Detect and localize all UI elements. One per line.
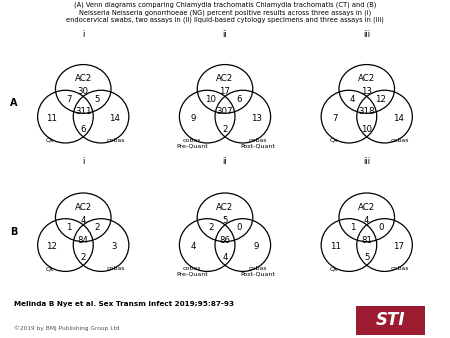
Text: AC2: AC2 [216,203,234,212]
Text: B: B [10,226,17,237]
Text: Qx: Qx [329,138,338,143]
Text: 10: 10 [205,95,216,103]
Text: STI: STI [376,311,405,329]
Text: 11: 11 [46,114,58,123]
Text: ii: ii [223,30,227,39]
Text: 0: 0 [378,223,384,232]
Text: 17: 17 [392,242,404,251]
Text: 4: 4 [364,216,369,224]
Text: 318: 318 [359,107,375,116]
Text: iii: iii [363,157,370,166]
Text: 13: 13 [251,114,262,123]
Text: i: i [82,157,85,166]
Text: 86: 86 [220,236,230,245]
Text: Qx: Qx [329,266,338,271]
Text: 7: 7 [333,114,338,123]
Text: AC2: AC2 [216,74,234,83]
Text: 5: 5 [222,216,228,224]
Text: ii: ii [223,157,227,166]
Text: AC2: AC2 [358,203,375,212]
Text: 14: 14 [392,114,404,123]
Text: 4: 4 [222,254,228,262]
Text: 30: 30 [78,87,89,96]
Text: Qx: Qx [46,266,55,271]
Text: 0: 0 [237,223,242,232]
Text: 307: 307 [217,107,233,116]
Text: 1: 1 [66,223,72,232]
Text: 9: 9 [191,114,196,123]
Text: A: A [10,98,18,108]
Text: 1: 1 [350,223,355,232]
Text: 2: 2 [95,223,100,232]
Text: 2: 2 [208,223,213,232]
Text: AC2: AC2 [75,74,92,83]
Text: AC2: AC2 [358,74,375,83]
Text: 4: 4 [81,216,86,224]
Text: 5: 5 [95,95,100,103]
Text: iii: iii [363,30,370,39]
Text: Qx: Qx [46,138,55,143]
Text: 2: 2 [222,125,228,134]
Text: 2: 2 [81,254,86,262]
Text: 6: 6 [237,95,242,103]
Text: cobas: cobas [107,266,125,271]
Text: 17: 17 [220,87,230,96]
Text: cobas
Pre-Quant: cobas Pre-Quant [176,266,208,277]
Text: 311: 311 [75,107,91,116]
Text: (A) Venn diagrams comparing Chlamydia trachomatis Chlamydia trachomatis (CT) and: (A) Venn diagrams comparing Chlamydia tr… [66,2,384,23]
Text: 10: 10 [361,125,372,134]
Text: 84: 84 [78,236,89,245]
Text: cobas: cobas [107,138,125,143]
Text: cobas
Post-Quant: cobas Post-Quant [240,138,275,148]
Text: cobas: cobas [390,138,409,143]
Text: 12: 12 [46,242,58,251]
Text: cobas
Post-Quant: cobas Post-Quant [240,266,275,277]
Text: 7: 7 [66,95,72,103]
Text: 12: 12 [375,95,387,103]
Text: 4: 4 [350,95,355,103]
Text: 5: 5 [364,254,369,262]
Text: ©2019 by BMJ Publishing Group Ltd: ©2019 by BMJ Publishing Group Ltd [14,325,119,331]
Text: i: i [82,30,85,39]
Text: 11: 11 [330,242,341,251]
Text: AC2: AC2 [75,203,92,212]
Text: 6: 6 [81,125,86,134]
Text: 14: 14 [109,114,120,123]
Text: cobas: cobas [390,266,409,271]
Text: cobas
Pre-Quant: cobas Pre-Quant [176,138,208,148]
Text: Melinda B Nye et al. Sex Transm Infect 2019;95:87-93: Melinda B Nye et al. Sex Transm Infect 2… [14,301,234,308]
Text: 13: 13 [361,87,372,96]
Text: 81: 81 [361,236,372,245]
Text: 4: 4 [191,242,196,251]
Text: 9: 9 [254,242,259,251]
Text: 3: 3 [112,242,117,251]
